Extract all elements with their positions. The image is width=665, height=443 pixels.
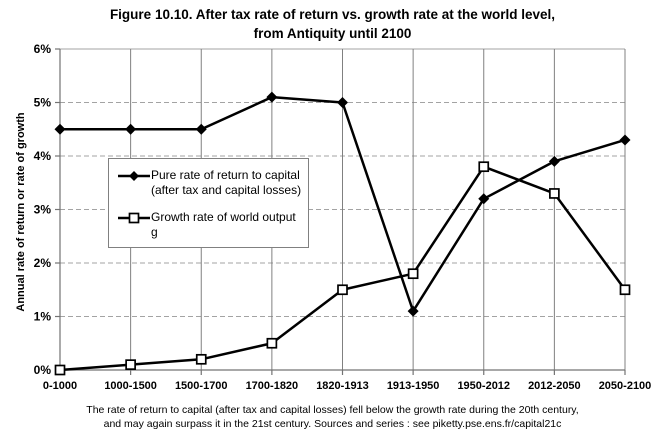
legend-label-growth: Growth rate of world output g (151, 210, 304, 239)
y-tick-label: 2% (34, 256, 52, 270)
figure-caption: The rate of return to capital (after tax… (0, 404, 665, 431)
legend-label-return-line1: Pure rate of return to capital (151, 168, 300, 182)
x-tick-label: 0-1000 (43, 380, 77, 392)
legend-box: Pure rate of return to capital (after ta… (108, 158, 309, 248)
data-point-square (337, 284, 348, 296)
open-square-marker-icon (118, 212, 150, 224)
x-tick-label: 1000-1500 (104, 380, 157, 392)
data-point-square (619, 284, 631, 296)
data-point-square (125, 359, 136, 370)
y-tick-label: 5% (34, 96, 52, 110)
x-tick-label: 1913-1950 (387, 380, 440, 392)
legend-item-growth: Growth rate of world output g (117, 210, 304, 239)
legend-item-return: Pure rate of return to capital (after ta… (117, 168, 304, 197)
data-point-square (478, 161, 490, 173)
y-tick-label: 3% (34, 203, 52, 217)
x-tick-label: 1500-1700 (175, 380, 228, 392)
data-point-square (407, 268, 419, 280)
figure-caption-line1: The rate of return to capital (after tax… (86, 404, 579, 416)
legend-label-return: Pure rate of return to capital (after ta… (151, 168, 301, 197)
legend-label-return-line2: (after tax and capital losses) (151, 182, 302, 197)
x-tick-label: 2012-2050 (528, 380, 581, 392)
data-point-diamond (54, 123, 66, 135)
figure-caption-line2: and may again surpass it in the 21st cen… (103, 417, 562, 430)
chart-title: Figure 10.10. After tax rate of return v… (0, 6, 665, 44)
data-point-diamond (619, 134, 631, 146)
data-point-square (549, 188, 560, 199)
chart-title-line2: from Antiquity until 2100 (253, 25, 412, 41)
chart-title-line1: Figure 10.10. After tax rate of return v… (109, 7, 556, 22)
data-point-diamond (407, 305, 419, 317)
data-point-diamond (195, 123, 207, 135)
x-tick-label: 1820-1913 (316, 380, 369, 392)
filled-diamond-marker-icon (118, 171, 150, 181)
data-point-square (266, 337, 278, 349)
y-tick-label: 1% (34, 310, 52, 324)
x-tick-label: 2050-2100 (599, 380, 652, 392)
data-point-diamond (337, 97, 348, 108)
data-point-square (54, 364, 66, 376)
y-tick-label: 0% (34, 363, 52, 377)
data-point-diamond (266, 91, 278, 103)
data-point-diamond (478, 193, 490, 205)
y-axis-title: Annual rate of return or rate of growth (15, 112, 27, 312)
data-point-diamond (548, 155, 560, 167)
data-point-diamond (125, 123, 137, 135)
data-point-square (195, 353, 207, 365)
x-tick-label: 1700-1820 (246, 380, 299, 392)
y-tick-label: 4% (34, 149, 52, 163)
y-tick-label: 6% (34, 42, 52, 56)
legend-label-growth-line1: Growth rate of world output g (151, 210, 296, 239)
x-tick-label: 1950-2012 (457, 380, 510, 392)
